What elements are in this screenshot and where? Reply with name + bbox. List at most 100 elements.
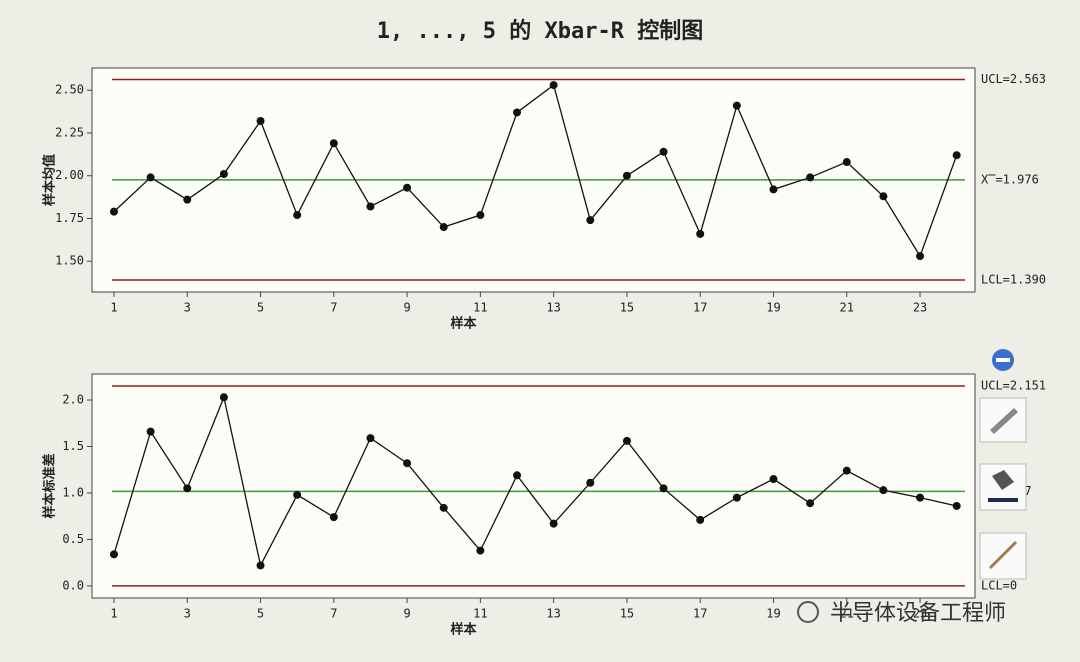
data-point: [146, 427, 155, 436]
data-point: [219, 393, 228, 402]
data-point: [659, 147, 668, 156]
x-tick-label: 7: [330, 301, 337, 315]
data-point: [219, 170, 228, 179]
data-point: [806, 173, 815, 182]
data-point: [879, 192, 888, 201]
y-tick-label: 0.0: [62, 578, 84, 592]
y-tick-label: 0.5: [62, 532, 84, 546]
data-point: [842, 466, 851, 475]
data-point: [183, 484, 192, 493]
data-point: [842, 158, 851, 167]
x-tick-label: 11: [473, 607, 487, 621]
data-point: [293, 490, 302, 499]
y-tick-label: 1.75: [55, 211, 84, 225]
x-tick-label: 5: [257, 301, 264, 315]
x-tick-label: 23: [913, 607, 927, 621]
x-tick-label: 3: [184, 607, 191, 621]
y-axis-label: 样本均值: [42, 154, 58, 206]
data-point: [403, 183, 412, 192]
data-point: [109, 550, 118, 559]
control-limit-label: LCL=0: [981, 578, 1017, 592]
data-point: [109, 207, 118, 216]
data-point: [696, 515, 705, 524]
x-tick-label: 9: [403, 301, 410, 315]
data-point: [329, 513, 338, 522]
data-point: [549, 81, 558, 90]
control-limit-label: X̿=1.976: [981, 172, 1039, 186]
data-point: [183, 195, 192, 204]
toolbar: [979, 349, 1027, 580]
data-point: [952, 501, 961, 510]
minus-icon: [996, 358, 1010, 362]
x-tick-label: 13: [546, 301, 560, 315]
data-point: [476, 546, 485, 555]
watermark-text: 半导体设备工程师: [830, 601, 1006, 626]
data-point: [549, 519, 558, 528]
x-axis-label: 样本: [450, 622, 476, 638]
y-tick-label: 1.5: [62, 439, 84, 453]
x-tick-label: 7: [330, 607, 337, 621]
control-limit-label: LCL=1.390: [981, 273, 1046, 287]
data-point: [439, 503, 448, 512]
data-point: [732, 101, 741, 110]
data-point: [366, 434, 375, 443]
x-tick-label: 5: [257, 607, 264, 621]
data-point: [916, 493, 925, 502]
data-point: [329, 139, 338, 148]
data-point: [403, 459, 412, 468]
pencil-icon: [990, 408, 1018, 434]
data-point: [293, 211, 302, 220]
x-tick-label: 17: [693, 607, 707, 621]
chart-title: 1, ..., 5 的 Xbar-R 控制图: [377, 18, 703, 44]
data-point: [256, 561, 265, 570]
x-tick-label: 11: [473, 301, 487, 315]
line-icon: [988, 540, 1018, 570]
x-tick-label: 1: [110, 607, 117, 621]
control-limit-label: UCL=2.563: [981, 72, 1046, 86]
x-tick-label: 19: [766, 301, 780, 315]
x-tick-label: 15: [620, 301, 634, 315]
data-point: [476, 211, 485, 220]
data-point: [659, 484, 668, 493]
data-line: [113, 84, 958, 258]
x-tick-label: 17: [693, 301, 707, 315]
data-point: [879, 486, 888, 495]
x-tick-label: 23: [913, 301, 927, 315]
control-limit-label: UCL=2.151: [981, 378, 1046, 392]
y-tick-label: 2.25: [55, 125, 84, 139]
y-tick-label: 1.0: [62, 485, 84, 499]
x-tick-label: 9: [403, 607, 410, 621]
x-axis-label: 样本: [450, 316, 476, 332]
data-point: [256, 117, 265, 126]
data-point: [439, 223, 448, 232]
y-tick-label: 2.00: [55, 168, 84, 182]
data-point: [513, 108, 522, 117]
y-tick-label: 2.0: [62, 393, 84, 407]
watermark-icon: [797, 601, 819, 623]
data-point: [622, 436, 631, 445]
x-tick-label: 15: [620, 607, 634, 621]
y-axis-label: 样本标准差: [42, 453, 58, 518]
x-tick-label: 19: [766, 607, 780, 621]
x-tick-label: 13: [546, 607, 560, 621]
watermark: 半导体设备工程师: [797, 601, 1006, 626]
y-tick-label: 1.50: [55, 254, 84, 268]
bucket-icon: [992, 470, 1014, 490]
x-tick-label: 21: [840, 301, 854, 315]
data-point: [732, 493, 741, 502]
data-point: [806, 499, 815, 508]
data-point: [513, 471, 522, 480]
y-tick-label: 2.50: [55, 83, 84, 97]
data-point: [696, 229, 705, 238]
data-point: [586, 216, 595, 225]
fill-color-bar: [988, 498, 1018, 502]
x-tick-label: 21: [840, 607, 854, 621]
data-point: [916, 252, 925, 261]
x-tick-label: 1: [110, 301, 117, 315]
data-line: [113, 395, 957, 568]
data-point: [769, 185, 778, 194]
data-point: [366, 202, 375, 211]
data-point: [622, 171, 631, 180]
x-tick-label: 3: [184, 301, 191, 315]
